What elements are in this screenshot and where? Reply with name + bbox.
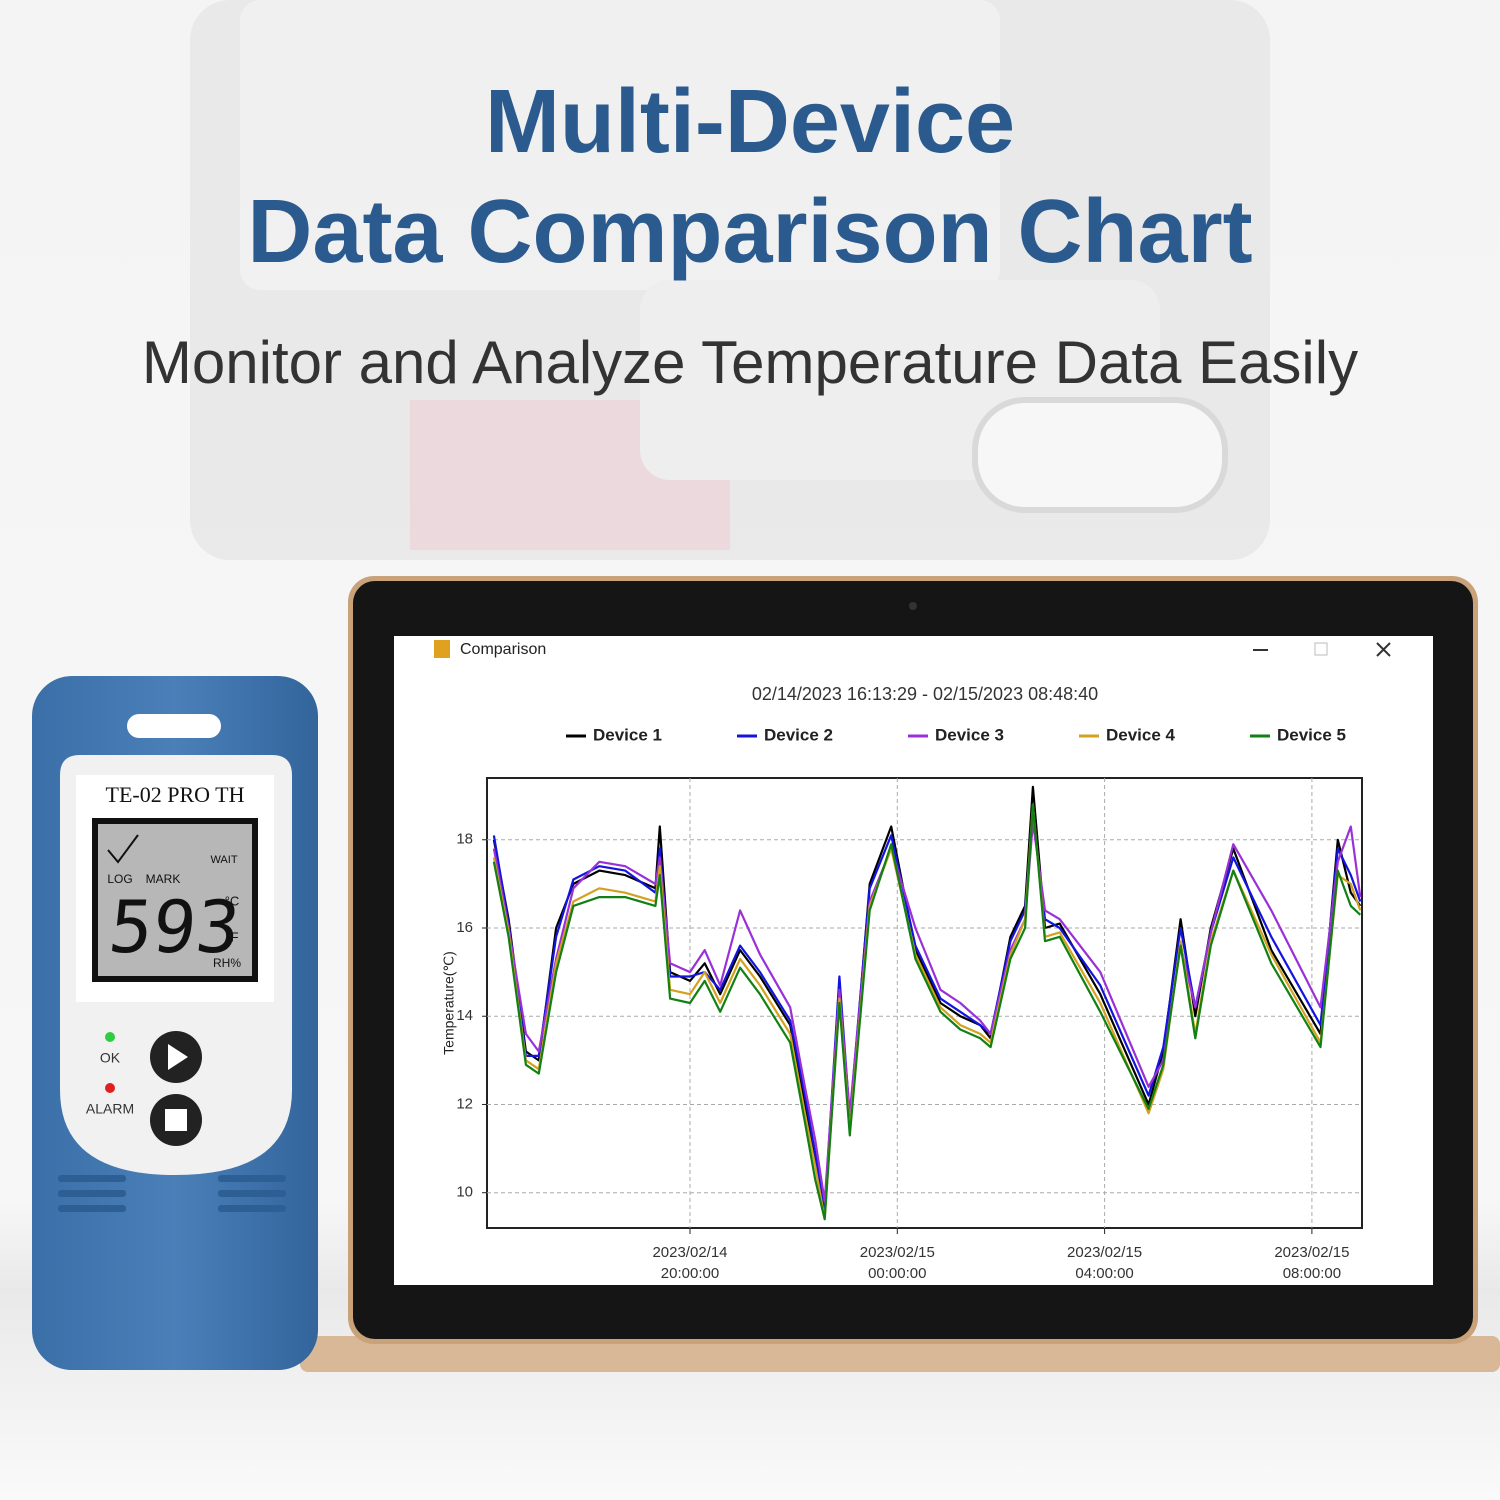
legend-label: Device 1 [593, 725, 662, 744]
lcd-label: LOG [107, 872, 132, 886]
indicator-label: OK [100, 1050, 121, 1066]
camera [909, 602, 917, 610]
lcd-unit: °C [225, 893, 240, 908]
model-name: TE-02 PRO TH [106, 782, 245, 807]
play-icon [168, 1044, 188, 1070]
x-tick-label: 2023/02/15 08:00:00 [1274, 1244, 1350, 1282]
legend-label: Device 4 [1106, 725, 1176, 744]
title-line: Data Comparison Chart [247, 182, 1252, 282]
vents [58, 1175, 286, 1212]
series-line [492, 812, 1362, 1212]
y-tick-label: 18 [456, 831, 473, 848]
subtitle: Monitor and Analyze Temperature Data Eas… [142, 329, 1358, 396]
window-title: Comparison [460, 641, 546, 658]
x-tick-label: 2023/02/15 00:00:00 [859, 1244, 935, 1282]
y-tick-label: 14 [456, 1007, 473, 1024]
y-axis-label: Temperature(℃) [441, 951, 457, 1055]
lcd-label: WAIT [210, 854, 237, 866]
app-icon [434, 640, 450, 658]
lcd-unit: RH% [213, 956, 241, 970]
y-tick-label: 12 [456, 1095, 473, 1112]
lcd-unit: °F [225, 929, 238, 944]
lcd [98, 824, 252, 976]
series-line [492, 803, 1362, 1221]
laptop-base [300, 1336, 1500, 1372]
legend-label: Device 3 [935, 725, 1004, 744]
hang-slot [127, 714, 221, 738]
y-tick-label: 16 [456, 919, 473, 936]
lcd-label: MARK [146, 872, 181, 886]
legend-label: Device 2 [764, 725, 833, 744]
title-line: Multi-Device [485, 72, 1015, 172]
alarm-led [105, 1083, 115, 1093]
plot-area [486, 777, 1363, 1229]
close-button[interactable] [1376, 642, 1391, 657]
log-icon [107, 834, 139, 864]
stop-icon [165, 1109, 187, 1131]
x-tick-label: 2023/02/15 04:00:00 [1067, 1244, 1143, 1282]
chart-title: 02/14/2023 16:13:29 - 02/15/2023 08:48:4… [752, 684, 1098, 704]
indicator-label: ALARM [86, 1101, 134, 1117]
ok-led [105, 1032, 115, 1042]
y-tick-label: 10 [456, 1184, 473, 1201]
maximize-button[interactable] [1314, 642, 1328, 656]
x-tick-label: 2023/02/14 20:00:00 [652, 1244, 728, 1282]
lcd-reading: 593 [105, 886, 244, 970]
cooler-photo [190, 0, 1270, 560]
legend-label: Device 5 [1277, 725, 1346, 744]
